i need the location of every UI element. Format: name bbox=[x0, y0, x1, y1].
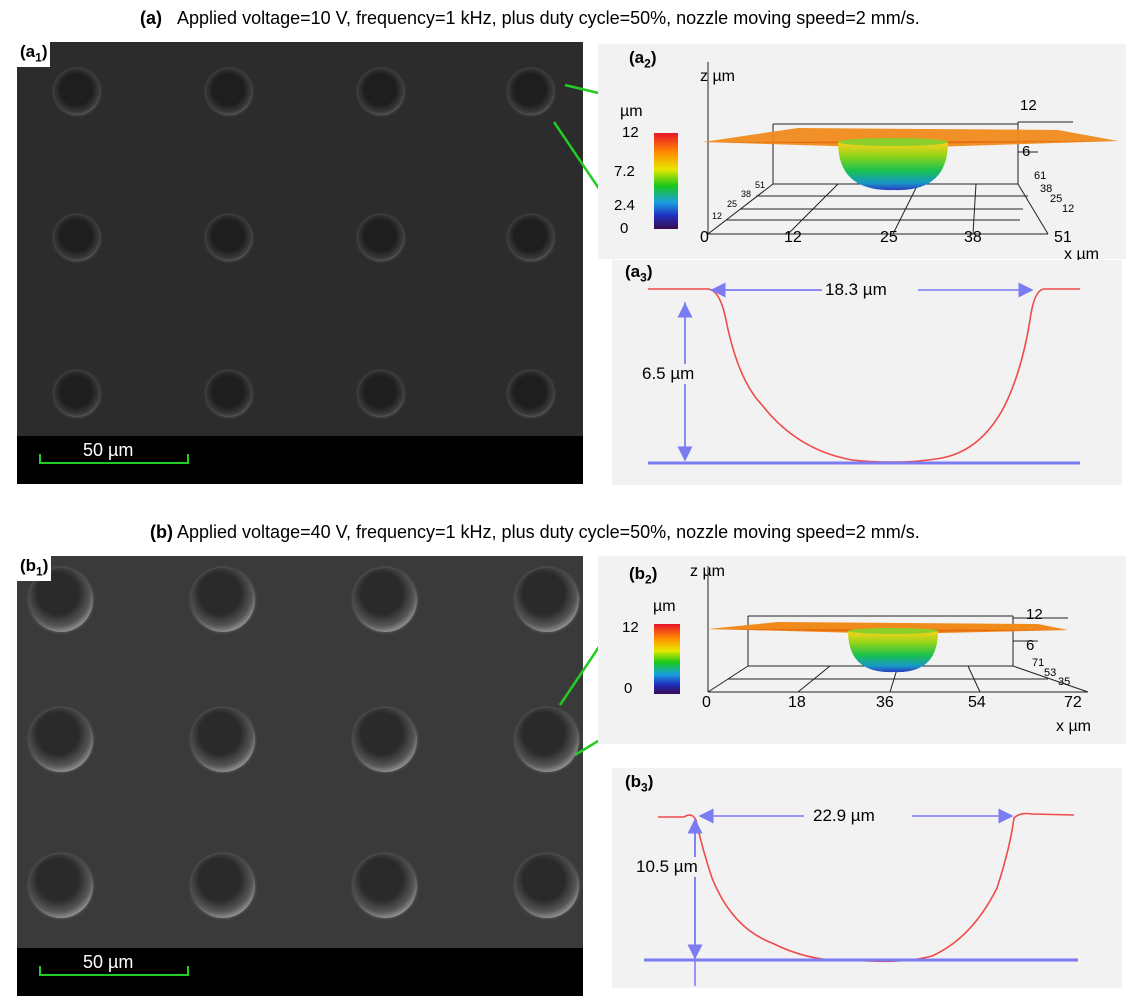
z-axis-label-a2: z µm bbox=[700, 68, 735, 85]
dimple bbox=[54, 371, 100, 417]
y-tick-b2: 35 bbox=[1058, 676, 1071, 688]
y-tick-b2: 71 bbox=[1032, 657, 1045, 669]
dimple bbox=[358, 215, 404, 261]
y-tick-a2: 61 bbox=[1034, 170, 1047, 182]
dimple bbox=[515, 854, 579, 918]
y-tick-a2: 38 bbox=[1040, 183, 1053, 195]
dimple bbox=[29, 708, 93, 772]
scale-bar-tick-right bbox=[187, 454, 189, 464]
surface-plot-a2 bbox=[654, 62, 1118, 235]
y-tick-left-a2: 25 bbox=[727, 199, 738, 209]
dimple bbox=[353, 708, 417, 772]
x-axis-label-b2: x µm bbox=[1056, 718, 1091, 735]
y-tick-a2: 12 bbox=[1062, 203, 1075, 215]
z-tick-a2: 6 bbox=[1022, 143, 1031, 160]
dimple bbox=[358, 69, 404, 115]
panel-tag-a2: (a2) bbox=[629, 48, 657, 71]
scale-bar-line bbox=[39, 974, 189, 976]
caption-a-tag: (a) bbox=[140, 8, 162, 28]
depth-label-a3: 6.5 µm bbox=[642, 364, 695, 384]
dimple bbox=[29, 854, 93, 918]
colorbar-a2 bbox=[654, 133, 678, 229]
panel-tag-a3: (a3) bbox=[625, 262, 653, 285]
caption-a-text: Applied voltage=10 V, frequency=1 kHz, p… bbox=[177, 8, 920, 28]
sem-image-a1: 50 µm (a1) bbox=[17, 42, 583, 484]
y-tick-left-a2: 38 bbox=[741, 189, 752, 199]
x-tick-a2: 38 bbox=[964, 229, 982, 246]
colorbar-b2 bbox=[654, 624, 680, 694]
dimple bbox=[191, 854, 255, 918]
scale-bar-tick-left bbox=[39, 454, 41, 464]
y-tick-a2: 25 bbox=[1050, 193, 1063, 205]
scale-bar-tick-left bbox=[39, 966, 41, 976]
dimple bbox=[515, 708, 579, 772]
caption-a: (a) Applied voltage=10 V, frequency=1 kH… bbox=[140, 8, 920, 29]
dimple bbox=[353, 854, 417, 918]
panel-tag-b2: (b2) bbox=[629, 564, 658, 587]
scale-bar-area: 50 µm bbox=[17, 436, 583, 484]
dimple bbox=[54, 215, 100, 261]
colorbar-tick-b2: 0 bbox=[624, 680, 633, 697]
panel-tag-b3: (b3) bbox=[625, 772, 654, 795]
profile-plot-b3 bbox=[644, 808, 1078, 986]
colorbar-tick-a2: 0 bbox=[620, 220, 629, 237]
x-tick-b2: 54 bbox=[968, 694, 986, 711]
x-tick-b2: 0 bbox=[702, 694, 711, 711]
dimple bbox=[358, 371, 404, 417]
scale-bar-tick-right bbox=[187, 966, 189, 976]
x-tick-a2: 12 bbox=[784, 229, 802, 246]
colorbar-tick-a2: 12 bbox=[622, 124, 639, 141]
dimple bbox=[508, 69, 554, 115]
caption-b-text: Applied voltage=40 V, frequency=1 kHz, p… bbox=[177, 522, 920, 542]
dimple bbox=[206, 69, 252, 115]
z-tick-b2: 12 bbox=[1026, 606, 1043, 623]
colorbar-tick-a2: 2.4 bbox=[614, 197, 635, 214]
x-axis-label-a2: x µm bbox=[1064, 246, 1099, 263]
sem-image-b1: 50 µm (b1) bbox=[17, 556, 583, 996]
y-tick-left-a2: 51 bbox=[755, 180, 766, 190]
colorbar-tick-a2: 7.2 bbox=[614, 163, 635, 180]
dimple bbox=[353, 568, 417, 632]
x-tick-a2: 0 bbox=[700, 229, 709, 246]
caption-b-tag: (b) bbox=[150, 522, 173, 542]
dimple bbox=[508, 371, 554, 417]
dimple bbox=[191, 708, 255, 772]
width-label-b3: 22.9 µm bbox=[813, 806, 875, 825]
scale-bar-label: 50 µm bbox=[83, 952, 134, 972]
x-tick-b2: 36 bbox=[876, 694, 894, 711]
dimple bbox=[54, 69, 100, 115]
dimple bbox=[206, 371, 252, 417]
width-label-a3: 18.3 µm bbox=[825, 280, 887, 299]
scale-bar-label: 50 µm bbox=[83, 440, 134, 460]
colorbar-tick-b2: 12 bbox=[622, 619, 639, 636]
dimple bbox=[508, 215, 554, 261]
colorbar-unit-b2: µm bbox=[653, 598, 676, 615]
z-tick-a2: 12 bbox=[1020, 97, 1037, 114]
dimple bbox=[191, 568, 255, 632]
caption-b: (b) Applied voltage=40 V, frequency=1 kH… bbox=[150, 522, 920, 543]
colorbar-unit-a2: µm bbox=[620, 103, 643, 120]
x-tick-b2: 72 bbox=[1064, 694, 1082, 711]
panel-tag-b1: (b1) bbox=[17, 556, 52, 582]
z-tick-b2: 6 bbox=[1026, 637, 1035, 654]
scale-bar-line bbox=[39, 462, 189, 464]
x-tick-a2: 51 bbox=[1054, 229, 1072, 246]
panel-tag-a1: (a1) bbox=[17, 42, 51, 68]
depth-label-b3: 10.5 µm bbox=[636, 857, 698, 877]
x-tick-b2: 18 bbox=[788, 694, 806, 711]
surface-plot-b2 bbox=[654, 566, 1089, 694]
dimple bbox=[206, 215, 252, 261]
panel-a3-background bbox=[612, 260, 1122, 485]
x-tick-a2: 25 bbox=[880, 229, 898, 246]
y-tick-b2: 53 bbox=[1044, 667, 1057, 679]
y-tick-left-a2: 12 bbox=[712, 211, 723, 221]
scale-bar-area: 50 µm bbox=[17, 948, 583, 996]
profile-plot-a3 bbox=[648, 282, 1080, 465]
dimple bbox=[515, 568, 579, 632]
